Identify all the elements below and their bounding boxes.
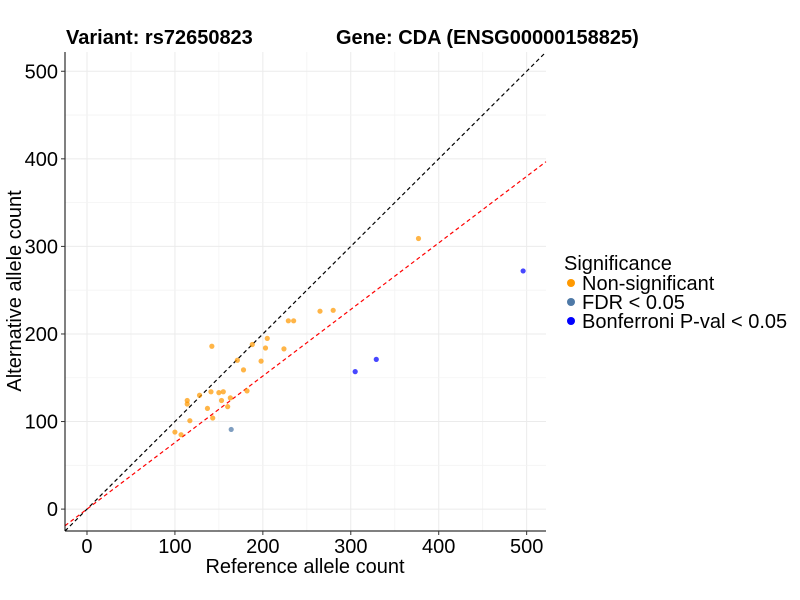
- data-point: [264, 335, 270, 341]
- data-point: [204, 405, 211, 412]
- data-point: [178, 432, 184, 438]
- x-tick-label: 200: [246, 536, 279, 558]
- data-point: [258, 358, 264, 364]
- grid: [65, 52, 546, 531]
- legend-label: FDR < 0.05: [582, 292, 685, 314]
- legend-key: [567, 317, 575, 325]
- data-point: [234, 357, 240, 363]
- data-point: [218, 397, 225, 404]
- data-point: [240, 367, 247, 373]
- legend-key: [567, 298, 575, 306]
- data-point: [227, 395, 233, 401]
- gene-title: Gene: CDA (ENSG00000158825): [336, 27, 639, 49]
- x-tick-label: 100: [158, 536, 191, 558]
- legend-key: [567, 279, 575, 287]
- x-axis-title: Reference allele count: [205, 556, 404, 578]
- x-tick-label: 0: [81, 536, 92, 558]
- y-tick-label: 300: [25, 236, 58, 258]
- x-axis-ticks: 0 100 200 300 400 500: [81, 531, 543, 558]
- y-axis-ticks: 0 100 200 300 400 500: [25, 61, 65, 521]
- y-axis-title: Alternative allele count: [4, 190, 26, 392]
- y-tick-label: 400: [25, 149, 58, 171]
- data-points: [172, 235, 526, 438]
- data-point: [291, 318, 297, 324]
- data-point: [216, 390, 222, 396]
- data-point: [208, 389, 214, 395]
- data-point: [209, 343, 215, 349]
- y-tick-label: 500: [25, 61, 58, 83]
- data-point: [415, 235, 422, 242]
- legend-title: Significance: [564, 253, 672, 275]
- variant-title: Variant: rs72650823: [66, 27, 253, 49]
- data-point: [220, 389, 226, 395]
- data-point: [225, 404, 231, 410]
- reference-lines: [64, 51, 547, 532]
- x-tick-label: 400: [422, 536, 455, 558]
- data-point: [352, 369, 358, 375]
- x-tick-label: 300: [334, 536, 367, 558]
- data-point: [330, 307, 336, 313]
- data-point: [196, 392, 203, 398]
- data-point: [317, 308, 323, 314]
- data-point: [285, 318, 291, 324]
- identity-line: [64, 51, 547, 532]
- y-tick-label: 200: [25, 324, 58, 346]
- legend-label: Non-significant: [582, 273, 715, 295]
- data-point: [172, 429, 178, 435]
- data-point: [187, 418, 193, 424]
- x-tick-label: 500: [510, 536, 543, 558]
- data-point: [373, 356, 379, 362]
- y-tick-label: 0: [47, 499, 58, 521]
- data-point: [281, 346, 287, 352]
- legend-label: Bonferroni P-val < 0.05: [582, 311, 787, 333]
- data-point: [520, 268, 526, 274]
- data-point: [244, 388, 250, 394]
- data-point: [228, 426, 234, 433]
- data-point: [184, 397, 190, 404]
- data-point: [262, 345, 269, 351]
- expected-ratio-line: [64, 161, 547, 527]
- y-tick-label: 100: [25, 412, 58, 434]
- data-point: [210, 415, 216, 421]
- data-point: [249, 341, 255, 348]
